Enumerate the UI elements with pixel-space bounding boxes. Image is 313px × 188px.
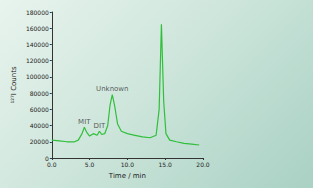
svg-text:140000: 140000 [26, 41, 49, 48]
svg-text:20000: 20000 [30, 138, 49, 145]
svg-text:15.0: 15.0 [159, 161, 173, 168]
svg-text:¹²⁷I Counts: ¹²⁷I Counts [10, 66, 18, 103]
svg-text:MIT: MIT [78, 118, 91, 126]
svg-text:Unknown: Unknown [96, 85, 128, 93]
svg-text:100000: 100000 [26, 73, 49, 80]
svg-text:40000: 40000 [30, 122, 49, 129]
svg-text:10.0: 10.0 [121, 161, 135, 168]
svg-text:180000: 180000 [26, 9, 49, 16]
svg-text:0: 0 [45, 154, 49, 162]
svg-text:80000: 80000 [30, 90, 49, 97]
svg-text:120000: 120000 [26, 57, 49, 64]
svg-text:20.0: 20.0 [196, 161, 210, 168]
svg-text:5.0: 5.0 [85, 161, 95, 168]
svg-text:0.0: 0.0 [47, 161, 57, 168]
svg-text:160000: 160000 [26, 25, 49, 32]
svg-text:Time / min: Time / min [108, 172, 146, 180]
svg-text:DIT: DIT [94, 122, 106, 130]
svg-text:60000: 60000 [30, 106, 49, 113]
